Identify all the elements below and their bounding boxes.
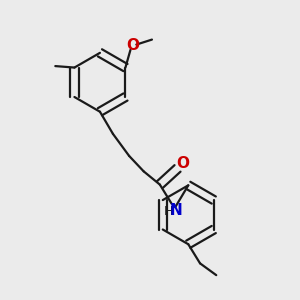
Text: O: O <box>176 156 189 171</box>
Text: N: N <box>170 203 183 218</box>
Text: H: H <box>164 206 173 218</box>
Text: O: O <box>126 38 139 53</box>
